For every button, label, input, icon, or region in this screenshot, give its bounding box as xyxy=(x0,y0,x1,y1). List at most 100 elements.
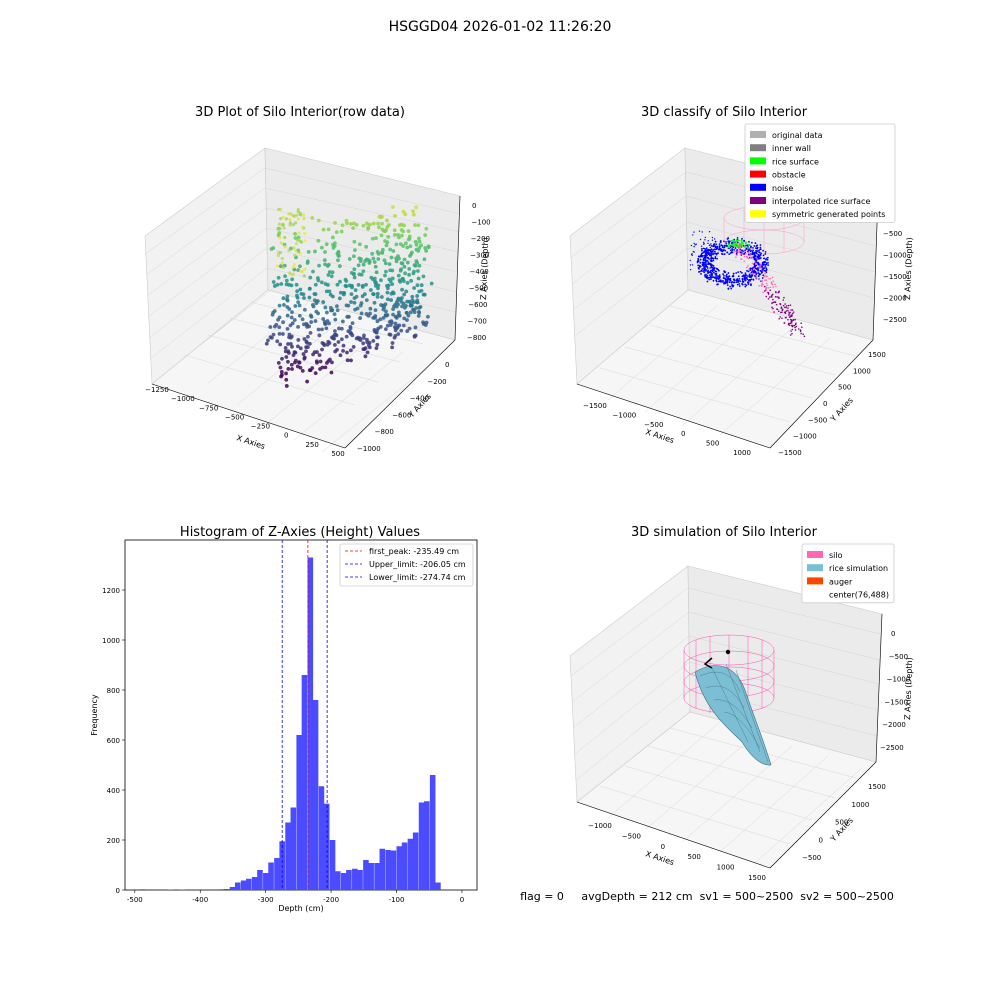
raw-point xyxy=(373,264,378,269)
noise-point xyxy=(700,253,703,256)
panel-simulation-y-ticks: 1500 1000 500 0 −500 xyxy=(802,783,886,862)
noise-point xyxy=(694,244,696,246)
raw-point xyxy=(383,261,388,266)
raw-point xyxy=(361,347,366,351)
noise-point xyxy=(735,252,738,255)
raw-point xyxy=(291,272,295,276)
noise-point xyxy=(714,240,717,243)
raw-point xyxy=(279,374,283,379)
raw-point xyxy=(305,261,310,265)
raw-point xyxy=(317,353,322,358)
interpolated-rice-point xyxy=(760,284,763,287)
raw-point xyxy=(297,303,302,308)
interpolated-rice-point xyxy=(802,333,804,336)
raw-point xyxy=(335,282,340,287)
hist-bar xyxy=(263,873,269,890)
interpolated-rice-point xyxy=(739,245,742,247)
raw-point xyxy=(375,328,379,333)
noise-point xyxy=(717,277,719,279)
raw-point xyxy=(360,283,365,288)
noise-point xyxy=(713,276,716,279)
interpolated-rice-point xyxy=(775,285,777,288)
raw-point xyxy=(379,233,384,238)
noise-point xyxy=(759,253,762,256)
raw-point xyxy=(283,235,287,240)
noise-point xyxy=(712,279,715,282)
classify-legend-label: interpolated rice surface xyxy=(772,197,870,206)
raw-point xyxy=(284,355,289,359)
interpolated-rice-point xyxy=(790,315,793,317)
raw-point xyxy=(276,253,280,258)
noise-point xyxy=(735,272,738,274)
interpolated-rice-point xyxy=(738,242,741,244)
noise-point xyxy=(753,252,756,255)
hist-legend-frame xyxy=(339,543,474,587)
raw-point xyxy=(351,226,356,230)
panel-raw-xlabel: X Axies xyxy=(235,433,266,451)
raw-point xyxy=(331,245,336,250)
raw-point xyxy=(390,341,395,345)
noise-point xyxy=(740,251,743,254)
noise-point xyxy=(712,276,715,278)
raw-point xyxy=(351,254,356,259)
raw-point xyxy=(330,235,335,240)
raw-point xyxy=(423,246,428,250)
raw-point xyxy=(285,313,290,318)
simulation-legend-label: auger xyxy=(829,577,853,586)
raw-point xyxy=(426,244,431,249)
noise-point xyxy=(701,254,704,257)
noise-point xyxy=(729,240,731,243)
raw-point xyxy=(298,213,303,217)
noise-point xyxy=(693,231,695,233)
noise-point xyxy=(707,269,710,272)
noise-point xyxy=(726,245,729,247)
interpolated-rice-point xyxy=(738,247,740,250)
raw-point xyxy=(309,320,314,324)
noise-point xyxy=(731,247,734,250)
noise-point xyxy=(728,242,730,245)
noise-point xyxy=(712,249,715,251)
interpolated-rice-point xyxy=(795,325,798,328)
noise-point xyxy=(729,279,732,282)
interpolated-rice-point xyxy=(736,254,738,256)
raw-point xyxy=(284,278,289,283)
noise-point xyxy=(719,280,722,283)
interpolated-rice-point xyxy=(772,307,774,310)
noise-point xyxy=(756,262,759,264)
x-tick-label: −250 xyxy=(251,423,270,431)
raw-point xyxy=(401,279,406,283)
raw-point xyxy=(413,239,418,244)
noise-point xyxy=(727,288,730,290)
raw-point xyxy=(385,218,389,223)
noise-point xyxy=(719,241,722,244)
x-tick-label: −500 xyxy=(225,413,244,421)
noise-point xyxy=(749,278,752,281)
interpolated-rice-point xyxy=(789,334,792,336)
raw-point xyxy=(359,272,364,277)
raw-point xyxy=(296,344,300,349)
noise-point xyxy=(705,273,707,276)
rice-surface-point xyxy=(728,246,731,249)
noise-point xyxy=(706,252,708,254)
interpolated-rice-point xyxy=(768,278,770,280)
noise-point xyxy=(706,267,709,269)
noise-point xyxy=(733,281,736,284)
raw-point xyxy=(344,284,349,289)
classify-legend-label: noise xyxy=(772,184,793,193)
raw-point xyxy=(277,207,281,212)
raw-point xyxy=(297,360,302,365)
hist-bar xyxy=(234,882,241,890)
noise-point xyxy=(701,263,704,266)
raw-point xyxy=(292,262,296,266)
raw-point xyxy=(384,243,389,248)
z-tick-label: −100 xyxy=(471,219,490,227)
panel-classify-title: 3D classify of Silo Interior xyxy=(641,105,808,120)
raw-point xyxy=(301,352,306,356)
panel-raw-y-ticks: 0 −200 −400 −600 −800 −1000 xyxy=(357,361,449,453)
noise-point xyxy=(718,275,721,278)
raw-point xyxy=(278,227,282,231)
noise-point xyxy=(749,269,752,271)
raw-point xyxy=(292,246,296,250)
raw-point xyxy=(316,278,321,283)
interpolated-rice-point xyxy=(748,268,750,271)
